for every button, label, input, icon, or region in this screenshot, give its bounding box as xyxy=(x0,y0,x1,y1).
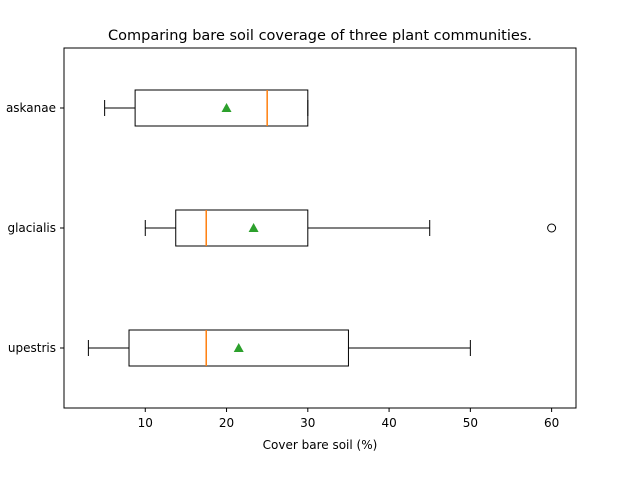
x-tick-label: 10 xyxy=(138,416,153,430)
x-tick-label: 20 xyxy=(219,416,234,430)
box-group xyxy=(104,89,309,127)
box-group xyxy=(87,329,471,367)
x-axis: 10 20 30 40 50 60 xyxy=(138,408,559,430)
y-tick-label: askanae xyxy=(6,101,56,115)
x-tick-label: 50 xyxy=(463,416,478,430)
mean-marker xyxy=(221,103,232,112)
chart-title: Comparing bare soil coverage of three pl… xyxy=(108,28,532,44)
box-group xyxy=(144,209,557,247)
x-tick-label: 30 xyxy=(300,416,315,430)
y-tick-label: glacialis xyxy=(7,221,56,235)
box-series xyxy=(87,89,557,367)
y-axis: askanae glacialis upestris xyxy=(6,101,64,355)
x-tick-label: 40 xyxy=(381,416,396,430)
mean-marker xyxy=(248,223,259,232)
box xyxy=(128,329,349,367)
box xyxy=(134,89,309,127)
y-tick-label: upestris xyxy=(8,341,56,355)
mean-marker xyxy=(233,343,244,352)
x-axis-label: Cover bare soil (%) xyxy=(263,438,378,452)
x-tick-label: 60 xyxy=(544,416,559,430)
outlier-point xyxy=(547,223,557,233)
box xyxy=(175,209,309,247)
